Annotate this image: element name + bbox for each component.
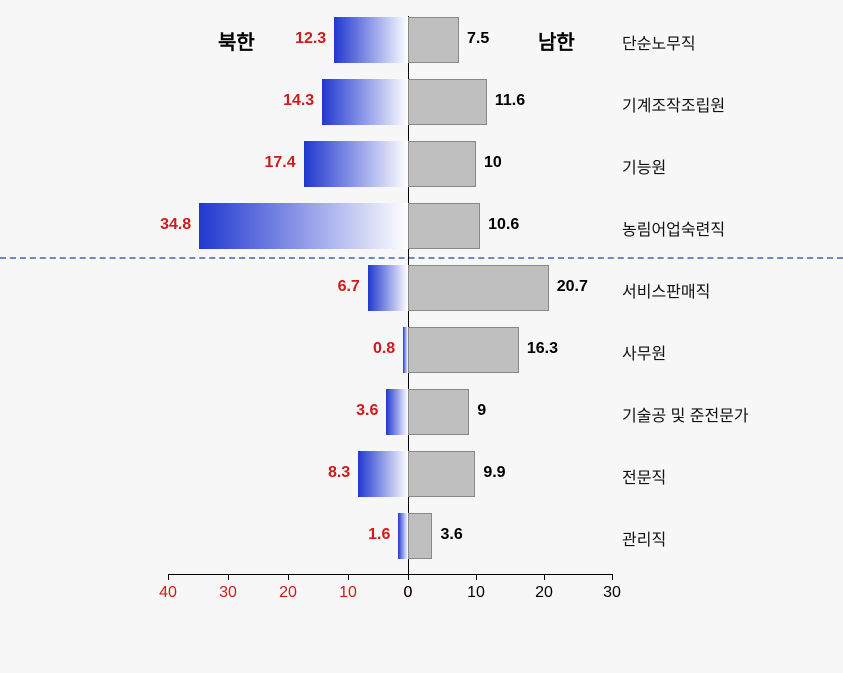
tick-label-left: 40: [159, 584, 177, 602]
bar-right: [408, 513, 432, 559]
tick-mark-right: [476, 574, 477, 580]
bar-right: [408, 265, 549, 311]
value-right: 16.3: [527, 340, 558, 358]
value-right: 7.5: [467, 30, 489, 48]
tick-label-right: 0: [404, 584, 413, 602]
header-left: 북한: [218, 26, 255, 55]
value-right: 10.6: [488, 216, 519, 234]
value-right: 10: [484, 154, 502, 172]
category-label: 농림어업숙련직: [622, 216, 725, 240]
value-left: 34.8: [160, 216, 191, 234]
x-axis-line: [168, 574, 612, 575]
tick-label-left: 20: [279, 584, 297, 602]
tick-mark-right: [544, 574, 545, 580]
bar-right: [408, 389, 469, 435]
bar-left: [368, 265, 408, 311]
tick-label-right: 30: [603, 584, 621, 602]
diverging-bar-chart: 12.3 7.5 단순노무직 14.3 11.6 기계조작조립원 17.4 10 기능원 34.8…: [0, 0, 843, 673]
tick-label-right: 10: [467, 584, 485, 602]
value-right: 9.9: [483, 464, 505, 482]
chart-row: 6.7 20.7 서비스판매직: [0, 264, 843, 312]
bar-left: [304, 141, 408, 187]
bar-left: [386, 389, 408, 435]
value-left: 8.3: [328, 464, 350, 482]
tick-label-left: 10: [339, 584, 357, 602]
bar-left: [398, 513, 408, 559]
value-left: 3.6: [356, 402, 378, 420]
value-right: 3.6: [440, 526, 462, 544]
section-divider: [0, 257, 843, 259]
value-left: 1.6: [368, 526, 390, 544]
bar-left: [358, 451, 408, 497]
bar-right: [408, 79, 487, 125]
chart-row: 0.8 16.3 사무원: [0, 326, 843, 374]
tick-mark-right: [408, 574, 409, 580]
category-label: 기능원: [622, 154, 666, 178]
category-label: 기계조작조립원: [622, 92, 725, 116]
tick-mark-left: [168, 574, 169, 580]
chart-row: 8.3 9.9 전문직: [0, 450, 843, 498]
category-label: 전문직: [622, 464, 666, 488]
category-label: 단순노무직: [622, 30, 696, 54]
bar-right: [408, 451, 475, 497]
value-left: 17.4: [264, 154, 295, 172]
tick-mark-left: [228, 574, 229, 580]
value-left: 6.7: [338, 278, 360, 296]
tick-mark-left: [288, 574, 289, 580]
category-label: 서비스판매직: [622, 278, 710, 302]
bar-left: [334, 17, 408, 63]
chart-row: 1.6 3.6 관리직: [0, 512, 843, 560]
tick-label-left: 30: [219, 584, 237, 602]
value-left: 0.8: [373, 340, 395, 358]
tick-mark-left: [348, 574, 349, 580]
bar-left: [322, 79, 408, 125]
category-label: 관리직: [622, 526, 666, 550]
chart-row: 14.3 11.6 기계조작조립원: [0, 78, 843, 126]
bar-left: [199, 203, 408, 249]
tick-label-right: 20: [535, 584, 553, 602]
value-right: 9: [477, 402, 486, 420]
category-label: 사무원: [622, 340, 666, 364]
value-left: 12.3: [295, 30, 326, 48]
bar-right: [408, 327, 519, 373]
value-right: 20.7: [557, 278, 588, 296]
bar-right: [408, 17, 459, 63]
value-right: 11.6: [495, 92, 525, 110]
header-right: 남한: [538, 26, 575, 55]
value-left: 14.3: [283, 92, 314, 110]
chart-row: 17.4 10 기능원: [0, 140, 843, 188]
chart-row: 3.6 9 기술공 및 준전문가: [0, 388, 843, 436]
category-label: 기술공 및 준전문가: [622, 402, 749, 426]
bar-right: [408, 141, 476, 187]
chart-row: 12.3 7.5 단순노무직: [0, 16, 843, 64]
tick-mark-right: [612, 574, 613, 580]
bar-right: [408, 203, 480, 249]
chart-row: 34.8 10.6 농림어업숙련직: [0, 202, 843, 250]
